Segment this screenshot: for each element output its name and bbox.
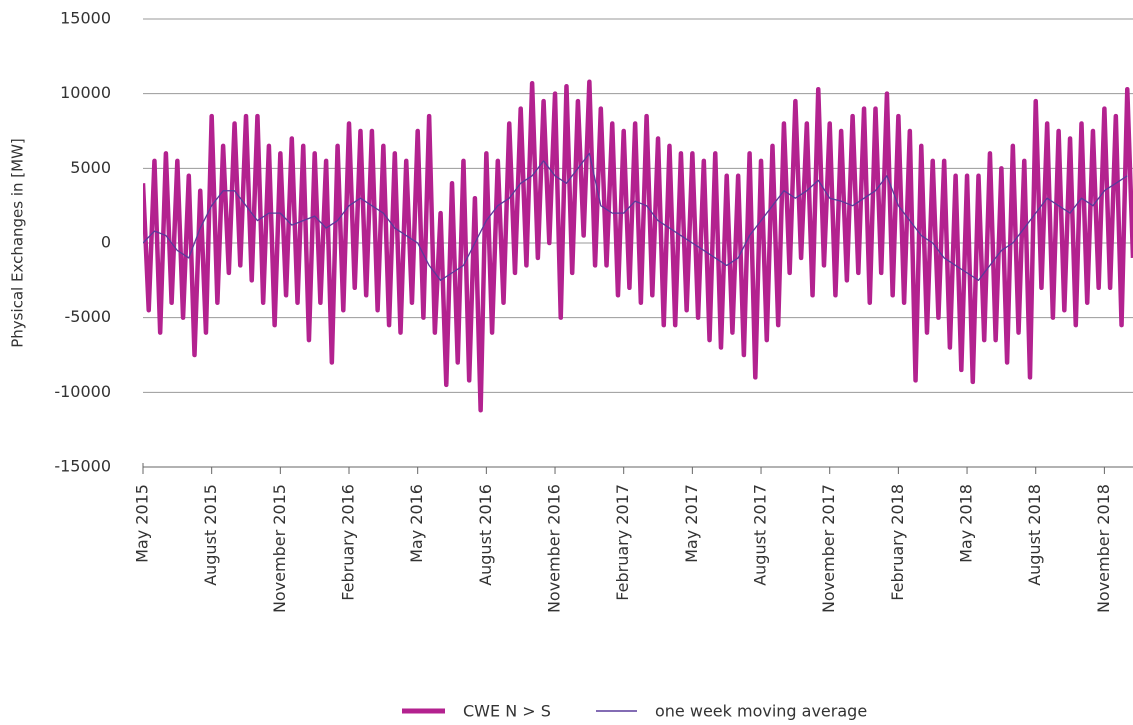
x-tick-label: February 2018 xyxy=(888,484,907,601)
x-tick-label: August 2015 xyxy=(201,484,220,586)
y-tick-label: -10000 xyxy=(54,382,111,401)
x-tick-label: May 2017 xyxy=(682,484,701,563)
x-tick-label: May 2018 xyxy=(957,484,976,563)
y-tick-label: 15000 xyxy=(60,9,111,28)
y-tick-label: -5000 xyxy=(65,307,112,326)
y-tick-label: 0 xyxy=(101,233,111,252)
x-tick-label: November 2015 xyxy=(270,484,289,613)
axes: -15000 -10000 -5000 0 5000 10000 15000 May 2015… xyxy=(54,9,1113,614)
y-axis-label: Physical Exchanges in [MW] xyxy=(9,138,27,348)
y-tick-label: 10000 xyxy=(60,83,111,102)
x-tick-label: November 2017 xyxy=(819,484,838,613)
x-tick-label: February 2016 xyxy=(339,484,358,601)
y-tick-label: -15000 xyxy=(54,457,111,476)
x-tick-label: May 2015 xyxy=(133,484,152,563)
legend-label: CWE N > S xyxy=(463,702,551,721)
plot-area xyxy=(143,79,1133,413)
x-tick-label: August 2017 xyxy=(751,484,770,586)
x-tick-label: November 2016 xyxy=(545,484,564,613)
x-tick-label: February 2017 xyxy=(613,484,632,601)
series-line xyxy=(143,152,1128,281)
y-tick-label: 5000 xyxy=(70,158,111,177)
legend-label: one week moving average xyxy=(655,702,867,721)
x-tick-label: May 2016 xyxy=(407,484,426,563)
x-tick-label: August 2016 xyxy=(476,484,495,586)
x-tick-label: November 2018 xyxy=(1094,484,1113,613)
series-line xyxy=(143,79,1133,413)
x-tick-label: August 2018 xyxy=(1025,484,1044,586)
